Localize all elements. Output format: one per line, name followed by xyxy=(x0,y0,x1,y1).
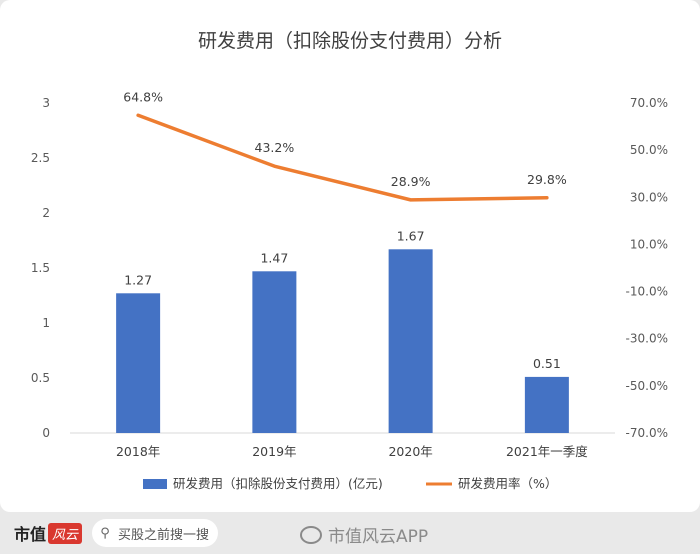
legend-label-line: 研发费用率（%） xyxy=(458,476,557,491)
bar-data-label: 1.67 xyxy=(397,228,425,243)
bar xyxy=(524,376,569,433)
search-input[interactable]: ⚲ 买股之前搜一搜 xyxy=(92,519,218,547)
right-axis-tick-label: 30.0% xyxy=(630,190,668,204)
bar-data-label: 0.51 xyxy=(533,356,561,371)
chart-title: 研发费用（扣除股份支付费用）分析 xyxy=(197,30,502,52)
x-axis-category-label: 2020年 xyxy=(388,444,432,459)
left-axis-tick-label: 1 xyxy=(42,316,50,330)
left-axis-tick-label: 3 xyxy=(42,96,50,110)
brand-logo[interactable]: 市值 风云 xyxy=(14,521,83,545)
left-axis-tick-label: 0 xyxy=(42,426,50,440)
app-watermark-text: 市值风云APP xyxy=(328,527,429,547)
right-axis-tick-label: -10.0% xyxy=(626,285,668,299)
x-axis-category-label: 2018年 xyxy=(116,444,160,459)
line-data-label: 43.2% xyxy=(255,140,295,155)
right-axis-tick-label: -70.0% xyxy=(626,426,668,440)
right-axis-tick-label: -50.0% xyxy=(626,379,668,393)
right-axis-tick-label: 70.0% xyxy=(630,96,668,110)
weibo-icon xyxy=(300,525,322,544)
line-data-label: 29.8% xyxy=(527,172,567,187)
bar xyxy=(116,293,161,433)
footer-bar: 市值 风云 ⚲ 买股之前搜一搜 市值风云APP xyxy=(0,512,700,554)
chart-card: 研发费用（扣除股份支付费用）分析 0 0.5 1 1.5 2 2.5 3 -70.0% -50.… xyxy=(0,0,700,512)
left-axis-tick-label: 1.5 xyxy=(31,261,50,275)
bar xyxy=(252,271,297,433)
line-series xyxy=(136,113,549,202)
left-axis-tick-label: 0.5 xyxy=(31,371,50,385)
right-axis-tick-label: 10.0% xyxy=(630,237,668,251)
search-placeholder: 买股之前搜一搜 xyxy=(118,527,210,543)
brand-stamp: 风云 xyxy=(48,522,83,544)
search-icon: ⚲ xyxy=(100,525,110,541)
left-axis-tick-label: 2.5 xyxy=(31,151,50,165)
x-axis-category-label: 2019年 xyxy=(252,444,296,459)
x-axis-category-label: 2021年一季度 xyxy=(506,444,588,459)
brand-name: 市值 xyxy=(14,525,47,544)
line-data-label: 28.9% xyxy=(391,174,431,189)
legend-label-bar: 研发费用（扣除股份支付费用）(亿元) xyxy=(173,476,383,491)
right-axis-tick-label: -30.0% xyxy=(626,332,668,346)
bar xyxy=(388,249,433,433)
app-watermark: 市值风云APP xyxy=(300,522,428,547)
chart-plot: 00.511.522.53-70.0%-50.0%-30.0%-10.0%10.… xyxy=(31,89,668,491)
legend-swatch-bar xyxy=(143,479,167,489)
right-axis-tick-label: 50.0% xyxy=(630,143,668,157)
line-data-label: 64.8% xyxy=(123,89,163,104)
left-axis-tick-label: 2 xyxy=(42,206,50,220)
bar-data-label: 1.47 xyxy=(260,250,288,265)
bar-data-label: 1.27 xyxy=(124,272,152,287)
